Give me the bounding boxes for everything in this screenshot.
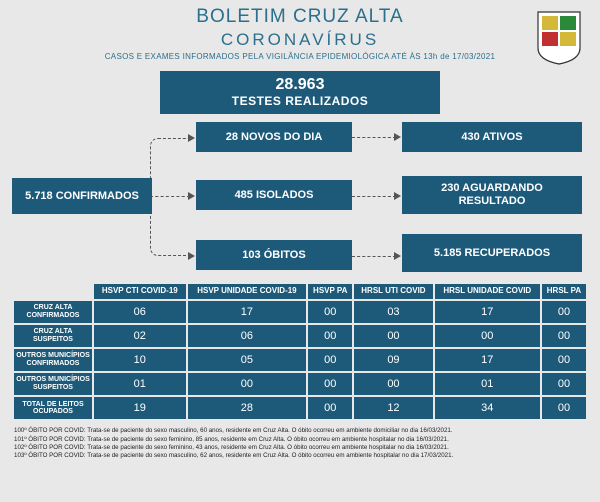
table-cell: 28 bbox=[188, 397, 307, 419]
bulletin-subtitle: CORONAVÍRUS bbox=[0, 30, 600, 50]
table-cell: 06 bbox=[188, 325, 307, 347]
table-cell: 00 bbox=[435, 325, 540, 347]
table-cell: 00 bbox=[308, 397, 352, 419]
table-cell: 17 bbox=[188, 301, 307, 323]
table-cell: 00 bbox=[354, 325, 432, 347]
col-hrsl-unidade: HRSL UNIDADE COVID bbox=[435, 284, 540, 299]
deaths-label: 103 ÓBITOS bbox=[242, 249, 305, 262]
table-cell: 17 bbox=[435, 301, 540, 323]
table-header-row: HSVP CTI COVID-19 HSVP UNIDADE COVID-19 … bbox=[14, 284, 586, 299]
bulletin-title: BOLETIM CRUZ ALTA bbox=[0, 6, 600, 28]
col-hsvp-unidade: HSVP UNIDADE COVID-19 bbox=[188, 284, 307, 299]
table-row: TOTAL DE LEITOS OCUPADOS192800123400 bbox=[14, 397, 586, 419]
table-cell: 00 bbox=[542, 349, 586, 371]
table-cell: 00 bbox=[308, 301, 352, 323]
table-cell: 03 bbox=[354, 301, 432, 323]
new-day-box: 28 NOVOS DO DIA bbox=[196, 122, 352, 152]
table-cell: 09 bbox=[354, 349, 432, 371]
footnote-line: 101º ÓBITO POR COVID: Trata-se de pacien… bbox=[14, 436, 586, 444]
table-row: OUTROS MUNICÍPIOS CONFIRMADOS10050009170… bbox=[14, 349, 586, 371]
recovered-label: 5.185 RECUPERADOS bbox=[434, 247, 550, 260]
table-cell: 00 bbox=[308, 373, 352, 395]
active-label: 430 ATIVOS bbox=[461, 131, 522, 144]
table-row: CRUZ ALTA SUSPEITOS020600000000 bbox=[14, 325, 586, 347]
table-cell: 00 bbox=[542, 301, 586, 323]
confirmed-box: 5.718 CONFIRMADOS bbox=[12, 178, 152, 214]
table-cell: 19 bbox=[94, 397, 186, 419]
row-label: TOTAL DE LEITOS OCUPADOS bbox=[14, 397, 92, 419]
beds-table: HSVP CTI COVID-19 HSVP UNIDADE COVID-19 … bbox=[12, 282, 588, 421]
header: BOLETIM CRUZ ALTA CORONAVÍRUS CASOS E EX… bbox=[0, 0, 600, 61]
beds-table-wrap: HSVP CTI COVID-19 HSVP UNIDADE COVID-19 … bbox=[12, 282, 588, 421]
table-cell: 00 bbox=[188, 373, 307, 395]
city-crest-icon bbox=[536, 10, 582, 65]
isolated-box: 485 ISOLADOS bbox=[196, 180, 352, 210]
isolated-label: 485 ISOLADOS bbox=[235, 189, 314, 202]
new-day-label: 28 NOVOS DO DIA bbox=[226, 131, 323, 144]
table-cell: 00 bbox=[542, 373, 586, 395]
row-label: OUTROS MUNICÍPIOS CONFIRMADOS bbox=[14, 349, 92, 371]
col-hrsl-pa: HRSL PA bbox=[542, 284, 586, 299]
table-row: CRUZ ALTA CONFIRMADOS061700031700 bbox=[14, 301, 586, 323]
table-cell: 02 bbox=[94, 325, 186, 347]
tests-label: TESTES REALIZADOS bbox=[160, 94, 440, 108]
table-body: CRUZ ALTA CONFIRMADOS061700031700CRUZ AL… bbox=[14, 301, 586, 419]
bulletin-caption: CASOS E EXAMES INFORMADOS PELA VIGILÂNCI… bbox=[0, 52, 600, 61]
row-label: CRUZ ALTA SUSPEITOS bbox=[14, 325, 92, 347]
table-corner bbox=[14, 284, 92, 299]
table-cell: 00 bbox=[354, 373, 432, 395]
footnotes: 100º ÓBITO POR COVID: Trata-se de pacien… bbox=[14, 427, 586, 460]
col-hsvp-pa: HSVP PA bbox=[308, 284, 352, 299]
table-cell: 17 bbox=[435, 349, 540, 371]
table-cell: 06 bbox=[94, 301, 186, 323]
table-cell: 34 bbox=[435, 397, 540, 419]
table-cell: 10 bbox=[94, 349, 186, 371]
table-cell: 01 bbox=[435, 373, 540, 395]
table-cell: 00 bbox=[542, 397, 586, 419]
table-row: OUTROS MUNICÍPIOS SUSPEITOS010000000100 bbox=[14, 373, 586, 395]
awaiting-label: 230 AGUARDANDO RESULTADO bbox=[408, 182, 576, 207]
row-label: OUTROS MUNICÍPIOS SUSPEITOS bbox=[14, 373, 92, 395]
recovered-box: 5.185 RECUPERADOS bbox=[402, 234, 582, 272]
tests-value: 28.963 bbox=[160, 76, 440, 94]
col-hsvp-cti: HSVP CTI COVID-19 bbox=[94, 284, 186, 299]
row-label: CRUZ ALTA CONFIRMADOS bbox=[14, 301, 92, 323]
footnote-line: 102º ÓBITO POR COVID: Trata-se de pacien… bbox=[14, 444, 586, 452]
deaths-box: 103 ÓBITOS bbox=[196, 240, 352, 270]
table-cell: 00 bbox=[308, 349, 352, 371]
confirmed-label: 5.718 CONFIRMADOS bbox=[25, 190, 139, 203]
table-cell: 00 bbox=[308, 325, 352, 347]
table-cell: 12 bbox=[354, 397, 432, 419]
awaiting-box: 230 AGUARDANDO RESULTADO bbox=[402, 176, 582, 214]
flow-diagram: 5.718 CONFIRMADOS 28 NOVOS DO DIA 485 IS… bbox=[12, 122, 588, 272]
tests-box: 28.963 TESTES REALIZADOS bbox=[160, 71, 440, 114]
footnote-line: 100º ÓBITO POR COVID: Trata-se de pacien… bbox=[14, 427, 586, 435]
active-box: 430 ATIVOS bbox=[402, 122, 582, 152]
table-cell: 01 bbox=[94, 373, 186, 395]
table-cell: 00 bbox=[542, 325, 586, 347]
col-hrsl-uti: HRSL UTI COVID bbox=[354, 284, 432, 299]
footnote-line: 103º ÓBITO POR COVID: Trata-se de pacien… bbox=[14, 452, 586, 460]
table-cell: 05 bbox=[188, 349, 307, 371]
